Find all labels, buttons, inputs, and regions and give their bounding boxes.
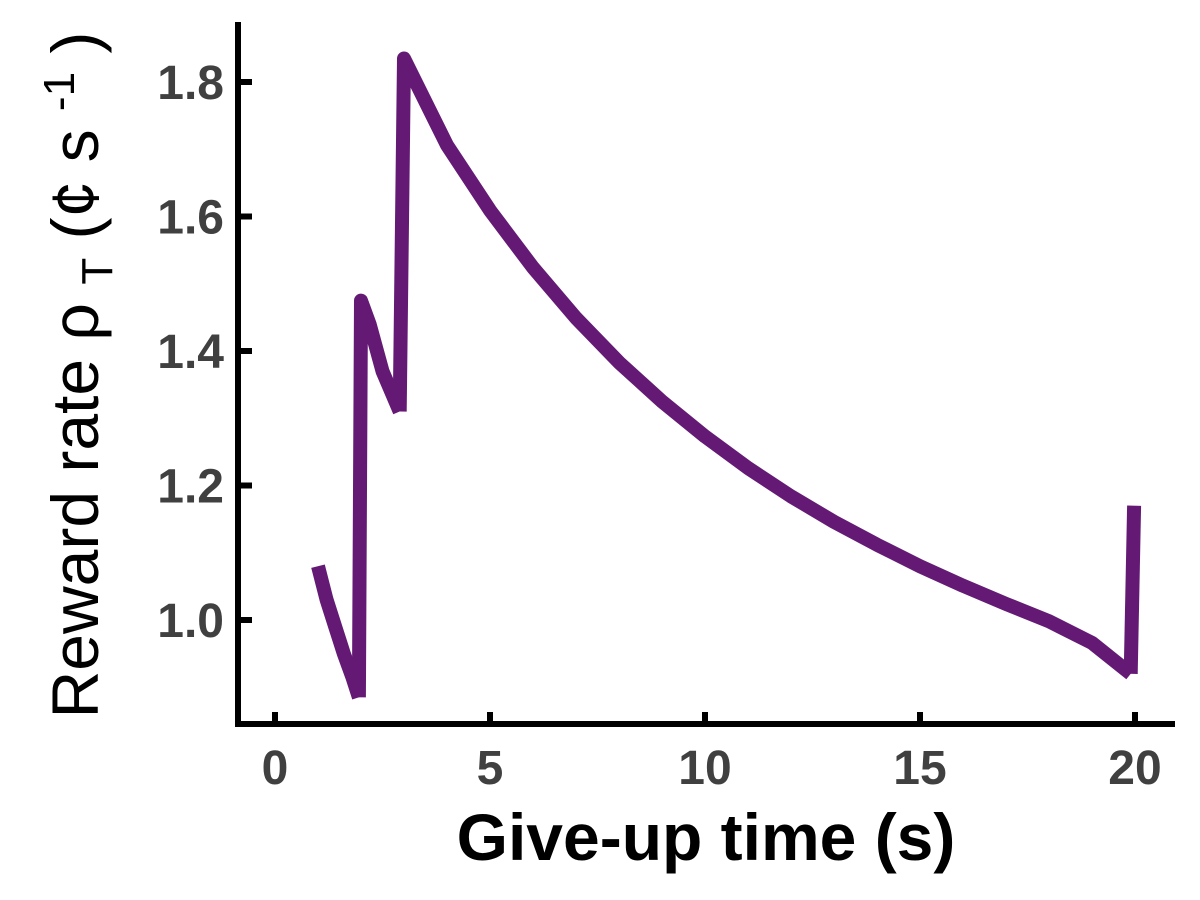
y-axis-title: Reward rate ρ T (¢ s -1 ) — [14, 32, 126, 719]
x-ticks: 0 5 10 15 20 — [262, 712, 1162, 795]
y-axis-title-subscript: T — [73, 258, 122, 285]
y-axis-title-superscript: -1 — [35, 72, 84, 111]
x-tick-label: 10 — [678, 742, 731, 795]
reward-rate-line-segment — [1123, 505, 1142, 674]
y-tick-label: 1.8 — [157, 57, 224, 110]
y-axis-title-close: ) — [38, 32, 112, 54]
x-tick-label: 20 — [1108, 742, 1161, 795]
y-tick-label: 1.4 — [157, 326, 224, 379]
plot-lines — [311, 51, 1142, 700]
y-tick-label: 1.0 — [157, 595, 224, 648]
reward-rate-line-segment — [392, 51, 1136, 680]
y-axis-title-rho: ρ — [38, 303, 112, 341]
x-axis-title: Give-up time (s) — [457, 800, 956, 874]
reward-rate-line-segment — [351, 293, 407, 698]
y-tick-label: 1.2 — [157, 461, 224, 514]
y-ticks: 1.0 1.2 1.4 1.6 1.8 — [157, 57, 252, 648]
x-tick-label: 5 — [477, 742, 504, 795]
y-axis-title-unit: (¢ s — [38, 129, 112, 239]
x-tick-label: 15 — [893, 742, 946, 795]
y-axis-title-main: Reward rate — [38, 341, 112, 719]
x-tick-label: 0 — [262, 742, 289, 795]
y-tick-label: 1.6 — [157, 192, 224, 245]
